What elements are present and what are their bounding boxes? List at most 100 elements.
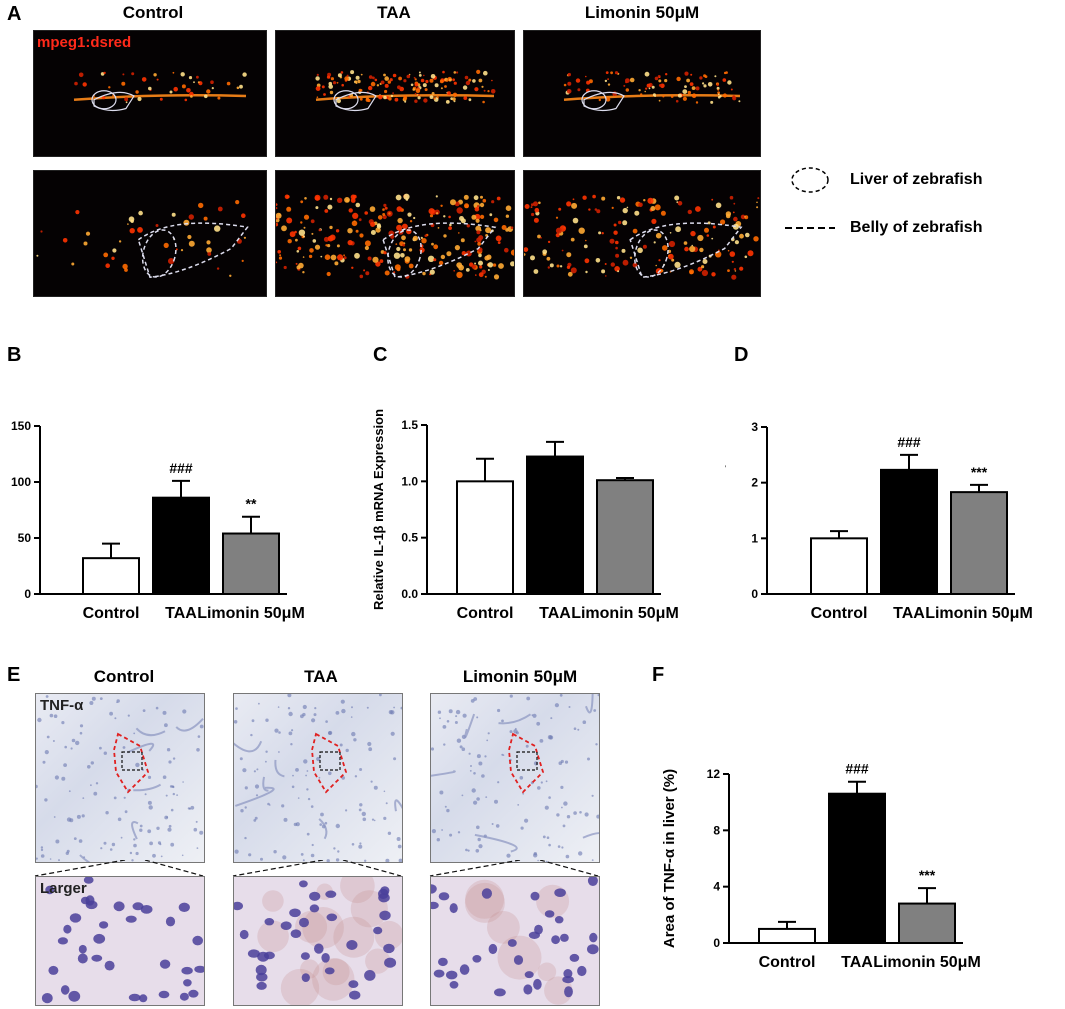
liver-outline xyxy=(333,90,359,110)
fluorescent-cell xyxy=(241,213,246,218)
fluorescent-cell xyxy=(463,96,468,100)
fluorescent-cell xyxy=(702,82,705,85)
tissue-nucleus xyxy=(335,858,340,862)
fluorescent-cell xyxy=(484,275,487,278)
fluorescent-cell xyxy=(286,217,293,224)
tissue-nucleus xyxy=(307,797,311,801)
tissue-nucleus xyxy=(70,747,73,750)
fluorescent-cell xyxy=(444,85,447,88)
tissue-nucleus xyxy=(353,738,357,742)
fluorescent-cell xyxy=(111,256,115,260)
fluorescent-cell xyxy=(354,252,360,259)
cell-nucleus xyxy=(63,924,72,934)
fluorescent-cell xyxy=(446,251,452,257)
fluorescent-cell xyxy=(510,226,514,229)
fluorescent-cell xyxy=(510,261,514,267)
tissue-nucleus xyxy=(455,709,461,715)
significance-label: ### xyxy=(897,434,921,450)
fluorescent-cell xyxy=(699,76,703,80)
cell-nucleus xyxy=(255,964,267,976)
fluorescent-cell xyxy=(447,91,451,96)
liver-ellipse-icon xyxy=(791,167,829,193)
fluorescent-cell xyxy=(524,253,526,256)
tissue-nucleus xyxy=(485,796,488,798)
fluorescent-cell xyxy=(547,266,550,269)
tissue-nucleus xyxy=(340,699,345,704)
fluorescent-cell xyxy=(621,248,626,253)
cell-nucleus xyxy=(256,972,268,982)
tissue-nucleus xyxy=(169,785,173,788)
fluorescent-cell xyxy=(351,220,358,227)
fluorescent-cell xyxy=(452,92,458,97)
fluorescent-cell xyxy=(397,85,401,90)
cell-nucleus xyxy=(507,939,517,947)
fluorescent-cell xyxy=(485,227,492,234)
fluorescent-cell xyxy=(397,217,403,224)
tissue-nucleus xyxy=(149,841,153,846)
tissue-nucleus xyxy=(44,750,49,755)
fluorescent-cell xyxy=(276,222,279,227)
belly-outline xyxy=(583,91,625,112)
tissue-fiber xyxy=(318,818,328,840)
tissue-nucleus xyxy=(562,824,566,828)
tissue-nucleus xyxy=(563,801,568,806)
fluorescent-cell xyxy=(437,227,440,229)
tissue-nucleus xyxy=(53,714,58,718)
fluorescent-cell xyxy=(130,219,134,223)
fluorescent-cell xyxy=(547,240,551,244)
tissue-nucleus xyxy=(256,768,259,771)
cell-nucleus xyxy=(449,903,458,914)
panel-a-column-limonin: Limonin 50μM xyxy=(584,3,700,22)
fluorescent-cell xyxy=(329,90,334,95)
fluorescent-cell xyxy=(360,73,363,76)
y-axis-label: Relative IL-6 mRNA Expression xyxy=(725,414,726,607)
fluorescent-cell xyxy=(403,248,406,252)
tnf-stain xyxy=(262,890,284,912)
tissue-nucleus xyxy=(90,761,94,765)
cell-nucleus xyxy=(68,990,81,1002)
tissue-nucleus xyxy=(172,757,176,760)
fluorescent-cell xyxy=(644,71,650,77)
fluorescent-cell xyxy=(745,232,750,238)
fluorescent-cell xyxy=(496,196,501,201)
fluorescent-cell xyxy=(613,223,617,227)
fluorescent-cell xyxy=(413,76,416,79)
fluorescent-cell xyxy=(651,218,657,224)
fluorescent-cell xyxy=(197,81,200,84)
fluorescent-cell xyxy=(414,92,417,95)
tissue-nucleus xyxy=(341,708,346,714)
tissue-nucleus xyxy=(361,811,366,817)
tissue-nucleus xyxy=(165,794,168,797)
micrograph-taa-whole xyxy=(275,30,515,157)
tnf-stain xyxy=(257,920,289,953)
fluorescent-cell xyxy=(346,74,349,77)
fluorescent-cell xyxy=(583,244,588,249)
fluorescent-cell xyxy=(450,199,456,206)
fluorescent-cell xyxy=(540,236,542,239)
tissue-nucleus xyxy=(582,720,587,724)
fluorescent-cell xyxy=(566,89,572,94)
tissue-nucleus xyxy=(235,707,238,710)
tissue-nucleus xyxy=(517,804,520,806)
tissue-nucleus xyxy=(441,829,443,831)
fluorescent-cell xyxy=(129,228,135,234)
y-tick-label: 4 xyxy=(713,880,720,894)
cell-nucleus xyxy=(564,986,573,998)
fluorescent-cell xyxy=(422,83,427,88)
tissue-nucleus xyxy=(68,790,71,793)
fluorescent-cell xyxy=(732,223,739,230)
fluorescent-cell xyxy=(701,265,705,269)
tissue-nucleus xyxy=(302,859,305,862)
fluorescent-cell xyxy=(493,217,499,223)
tissue-nucleus xyxy=(548,796,551,799)
cell-nucleus xyxy=(60,985,70,995)
fluorescent-cell xyxy=(148,86,152,91)
tissue-nucleus xyxy=(318,776,321,779)
tissue-nucleus xyxy=(383,816,387,820)
fluorescent-cell xyxy=(595,258,601,263)
fluorescent-cell xyxy=(204,94,208,99)
fluorescent-cell xyxy=(582,195,587,200)
fluorescent-cell xyxy=(474,240,477,243)
fluorescent-cell xyxy=(607,83,611,86)
fluorescent-cell xyxy=(530,203,534,207)
